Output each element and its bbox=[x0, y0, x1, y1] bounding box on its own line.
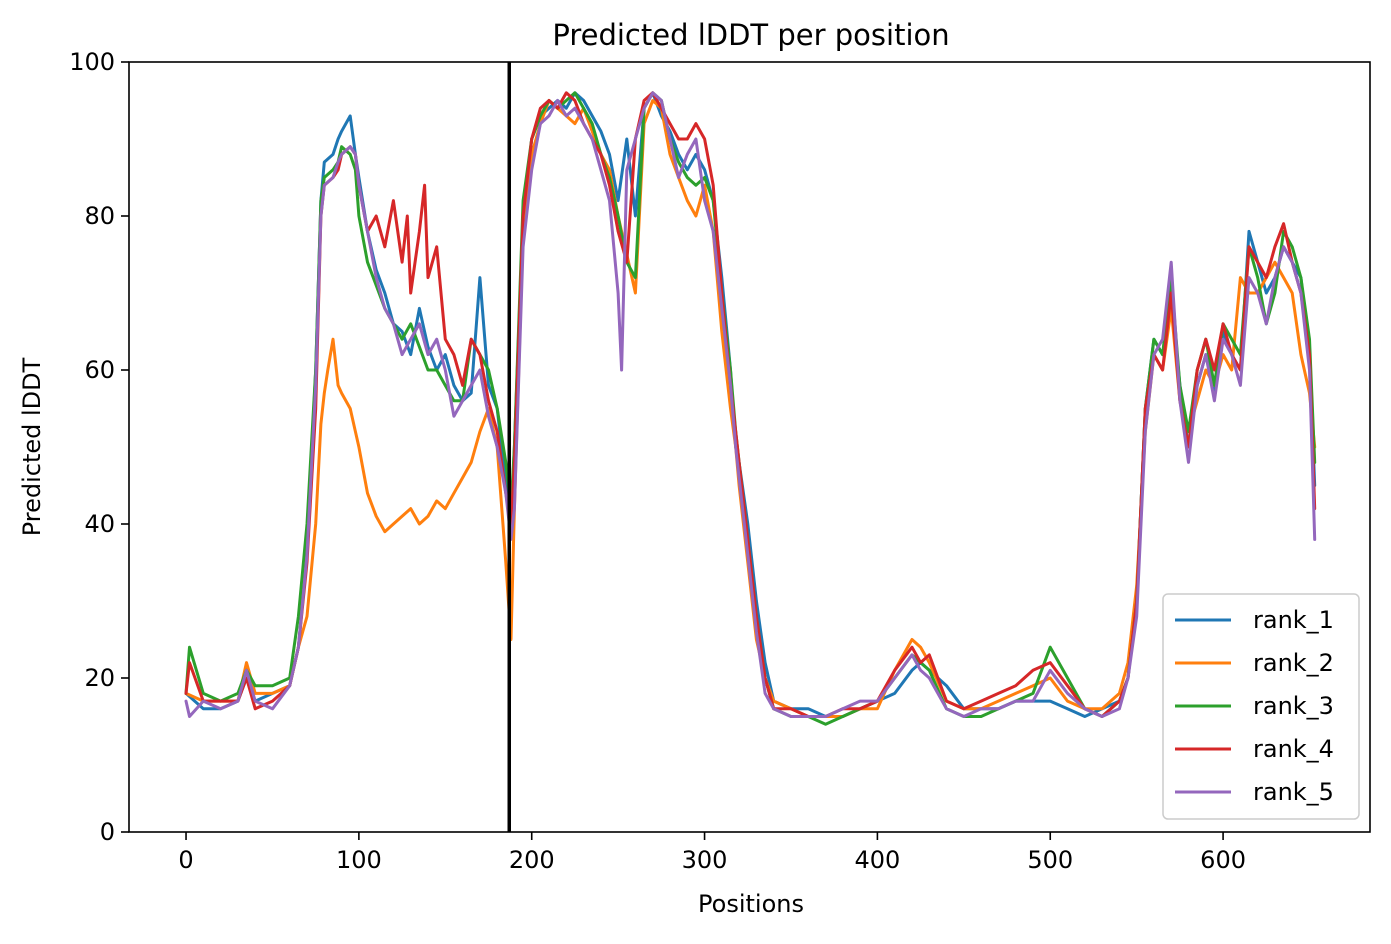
legend-label-rank_4: rank_4 bbox=[1253, 735, 1334, 763]
legend-label-rank_2: rank_2 bbox=[1253, 649, 1334, 677]
legend-label-rank_5: rank_5 bbox=[1253, 778, 1334, 806]
legend-label-rank_3: rank_3 bbox=[1253, 692, 1334, 720]
y-tick-label: 0 bbox=[100, 818, 115, 846]
y-tick-label: 60 bbox=[84, 356, 115, 384]
x-tick-label: 200 bbox=[509, 846, 555, 874]
x-tick-label: 0 bbox=[178, 846, 193, 874]
series-line-rank_5 bbox=[184, 91, 1317, 718]
x-tick-label: 600 bbox=[1200, 846, 1246, 874]
plot-frame bbox=[128, 61, 1371, 833]
y-axis-title: Predicted lDDT bbox=[18, 357, 46, 536]
y-tick-label: 100 bbox=[69, 48, 115, 76]
legend-box bbox=[1162, 593, 1360, 820]
y-tick-label: 80 bbox=[84, 202, 115, 230]
y-tick-label: 40 bbox=[84, 510, 115, 538]
legend-label-rank_1: rank_1 bbox=[1253, 606, 1334, 634]
series-group bbox=[184, 91, 1317, 726]
x-axis-ticks: 0 100 200 300 400 500 600 bbox=[178, 832, 1246, 874]
x-tick-label: 400 bbox=[854, 846, 900, 874]
y-axis-ticks: 0 20 40 60 80 100 bbox=[69, 48, 129, 846]
x-tick-label: 500 bbox=[1027, 846, 1073, 874]
x-axis-title: Positions bbox=[698, 890, 804, 918]
x-tick-label: 300 bbox=[682, 846, 728, 874]
chart-title: Predicted lDDT per position bbox=[552, 18, 949, 52]
legend: rank_1 rank_2 rank_3 rank_4 rank_5 bbox=[1162, 593, 1360, 820]
series-line-rank_3 bbox=[184, 91, 1317, 726]
y-tick-label: 20 bbox=[84, 664, 115, 692]
x-tick-label: 100 bbox=[336, 846, 382, 874]
